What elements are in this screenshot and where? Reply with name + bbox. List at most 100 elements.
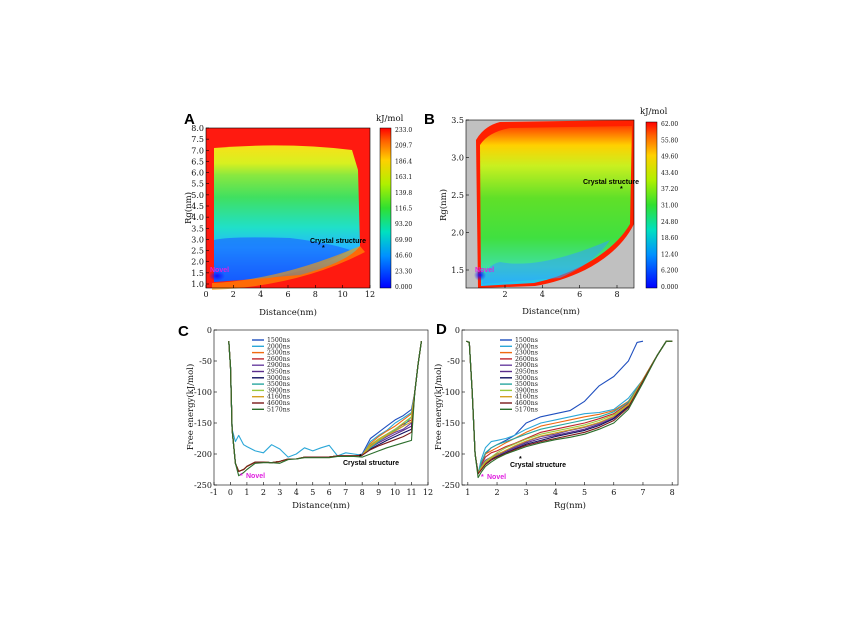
panel-b-colorbar-tick: 12.40 — [661, 251, 678, 258]
panel-a-ytick-label: 8.0 — [191, 124, 204, 133]
panel-a-xtick-label: 10 — [338, 290, 348, 299]
panel-a-colorbar-tick: 116.5 — [395, 206, 412, 213]
heatmap-a-minimum — [209, 271, 225, 281]
panel-d-xlabel: Rg(nm) — [554, 500, 586, 511]
panel-d-legend-label: 1500ns — [515, 337, 538, 344]
panel-c-legend-label: 2300ns — [267, 350, 290, 357]
panel-a-ytick-label: 3.5 — [191, 224, 204, 233]
panel-c-xtick-label: 4 — [294, 488, 299, 497]
panel-a-ytick-label: 5.5 — [191, 180, 204, 189]
panel-d-legend: 1500ns2000ns2300ns2600ns2900ns2950ns3000… — [500, 337, 538, 413]
panel-d-xtick-label: 6 — [611, 488, 616, 497]
panel-c-frame — [213, 329, 429, 486]
panel-b-colorbar-tick: 0.000 — [661, 284, 678, 291]
panel-c-xtick-label: 9 — [376, 488, 381, 497]
panel-a-colorbar-tick: 163.1 — [395, 174, 412, 181]
panel-c-novel-marker: * — [240, 473, 243, 480]
panel-d-xtick-label: 8 — [670, 488, 675, 497]
panel-c-lines — [228, 341, 422, 477]
panel-c-letter: C — [178, 323, 189, 340]
panel-b-xtick-label: 4 — [540, 290, 545, 299]
panel-a: A 0 2 4 6 8 10 12 8.0 7.5 7.0 6.5 6.0 5.5 5.0 4.5 4.0 3.… — [183, 111, 412, 318]
panel-c: C -1 0 1 2 3 4 5 6 7 8 9 10 11 12-250-200-150-100-500… — [178, 323, 433, 511]
panel-b-unit: kJ/mol — [640, 107, 668, 117]
panel-b-colorbar-tick: 24.80 — [661, 219, 678, 226]
panel-a-ytick-label: 4.5 — [191, 202, 204, 211]
panel-d-legend-label: 2900ns — [515, 362, 538, 369]
panel-c-legend-label: 2900ns — [267, 362, 290, 369]
panel-c-series-4600ns — [228, 341, 422, 472]
panel-d-letter: D — [436, 321, 447, 338]
panel-b-ytick-label: 1.5 — [451, 266, 464, 275]
panel-b-ytick-label: 2.5 — [451, 191, 464, 200]
panel-d-ytick-label: 0 — [455, 326, 460, 335]
panel-d-frame — [461, 329, 679, 486]
panel-c-legend-label: 3000ns — [267, 375, 290, 382]
panel-a-ytick-label: 7.5 — [191, 135, 204, 144]
panel-a-ytick-label: 6.0 — [191, 169, 204, 178]
heatmap-a-edge-band — [212, 246, 365, 290]
panel-a-ytick-label: 1.0 — [191, 280, 204, 289]
panel-b-xtick-label: 8 — [614, 290, 619, 299]
panel-c-ytick-label: -50 — [199, 357, 212, 366]
panel-a-colorbar-tick: 233.0 — [395, 127, 412, 134]
panel-d-legend-label: 2950ns — [515, 369, 538, 376]
panel-a-ytick-label: 3.0 — [191, 235, 204, 244]
panel-c-legend-label: 5170ns — [267, 406, 290, 413]
panel-d-xtick-label: 1 — [465, 488, 470, 497]
panel-a-colorbar-tick: 0.000 — [395, 284, 412, 291]
heatmap-a-low-region — [214, 237, 350, 282]
panel-c-ytick-label: -250 — [194, 481, 212, 490]
panel-c-xtick-label: 6 — [327, 488, 332, 497]
panel-b-colorbar-tick: 49.60 — [661, 154, 678, 161]
panel-a-colorbar — [379, 127, 392, 289]
panel-c-xlabel: Distance(nm) — [292, 500, 350, 511]
panel-a-novel-label: Novel — [210, 267, 229, 274]
panel-a-xtick-label: 12 — [365, 290, 375, 299]
panel-a-colorbar-tick: 69.90 — [395, 237, 412, 244]
panel-c-axes: -1 0 1 2 3 4 5 6 7 8 9 10 11 12-250-200-150-100-500 — [194, 326, 433, 497]
panel-c-legend-label: 2000ns — [267, 343, 290, 350]
panel-a-ylabel: Rg(nm) — [183, 192, 194, 224]
panel-b-colorbar-tick: 43.40 — [661, 170, 678, 177]
panel-b-colorbar-tick: 6.200 — [661, 268, 678, 275]
panel-c-xtick-label: 11 — [406, 488, 416, 497]
panel-c-ytick-label: -100 — [194, 388, 212, 397]
panel-c-legend-label: 2950ns — [267, 369, 290, 376]
panel-c-xtick-label: 12 — [423, 488, 433, 497]
panel-a-xtick-label: 6 — [285, 290, 290, 299]
panel-b-colorbar-tick: 62.00 — [661, 121, 678, 128]
panel-a-crystal-label: Crystal structure — [310, 238, 366, 245]
panel-d-ytick-label: -50 — [447, 357, 460, 366]
panel-b-colorbar-tick: 18.60 — [661, 235, 678, 242]
panel-c-legend-label: 3500ns — [267, 381, 290, 388]
panel-c-xtick-label: 2 — [261, 488, 266, 497]
panel-b-colorbar-tick: 31.00 — [661, 203, 678, 210]
panel-a-ytick-label: 4.0 — [191, 213, 204, 222]
panel-a-colorbar-tick: 23.30 — [395, 268, 412, 275]
panel-a-axes: 0 2 4 6 8 10 12 8.0 7.5 7.0 6.5 6.0 5.5 5.0 4.5 4.0 3.5 3… — [191, 124, 375, 299]
panel-a-crystal-marker: * — [322, 245, 325, 252]
panel-c-xtick-label: 8 — [360, 488, 365, 497]
panel-d-xtick-label: 7 — [640, 488, 645, 497]
panel-c-series-5170ns — [228, 341, 422, 477]
panel-a-colorbar-tick: 139.8 — [395, 190, 412, 197]
panel-c-xtick-label: 5 — [310, 488, 315, 497]
panel-b-xlabel: Distance(nm) — [522, 306, 580, 317]
panel-a-letter: A — [184, 111, 195, 128]
panel-a-xtick-label: 4 — [258, 290, 263, 299]
panel-b-crystal-marker: * — [620, 186, 623, 193]
panel-b-colorbar-tick: 37.20 — [661, 186, 678, 193]
panel-a-xlabel: Distance(nm) — [259, 307, 317, 318]
panel-d-ytick-label: -250 — [442, 481, 460, 490]
panel-b-novel-label: Novel — [475, 267, 494, 274]
panel-a-colorbar-tick: 93.20 — [395, 221, 412, 228]
heatmap-b-low-region — [482, 240, 610, 284]
panel-d-legend-label: 4600ns — [515, 400, 538, 407]
panel-c-series-2000ns — [228, 341, 422, 458]
panel-d-legend-label: 2600ns — [515, 356, 538, 363]
panel-a-unit: kJ/mol — [376, 114, 404, 124]
panel-d-xtick-label: 5 — [582, 488, 587, 497]
panel-d-lines — [466, 340, 673, 479]
